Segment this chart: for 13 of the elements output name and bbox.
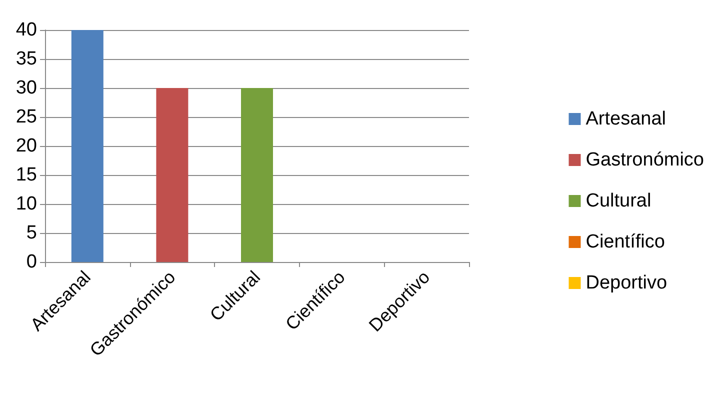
y-tick-label: 5: [26, 222, 37, 244]
y-tick-label: 0: [26, 252, 37, 272]
legend-label: Cultural: [586, 190, 652, 212]
y-tick-label: 30: [16, 78, 37, 98]
y-tick-label: 40: [16, 20, 37, 40]
y-tick-label: 10: [16, 194, 37, 214]
y-tick-label: 20: [16, 136, 37, 156]
legend-label: Artesanal: [586, 108, 666, 130]
y-tick-label: 35: [16, 48, 37, 70]
legend-label: Gastronómico: [586, 150, 704, 170]
legend-label: Científico: [586, 232, 665, 252]
y-tick-label: 15: [16, 164, 37, 186]
y-tick-label: 25: [16, 106, 37, 128]
